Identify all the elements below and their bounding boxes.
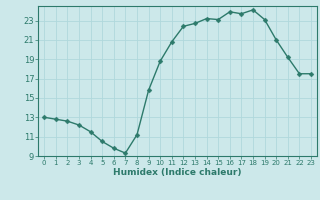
- X-axis label: Humidex (Indice chaleur): Humidex (Indice chaleur): [113, 168, 242, 177]
